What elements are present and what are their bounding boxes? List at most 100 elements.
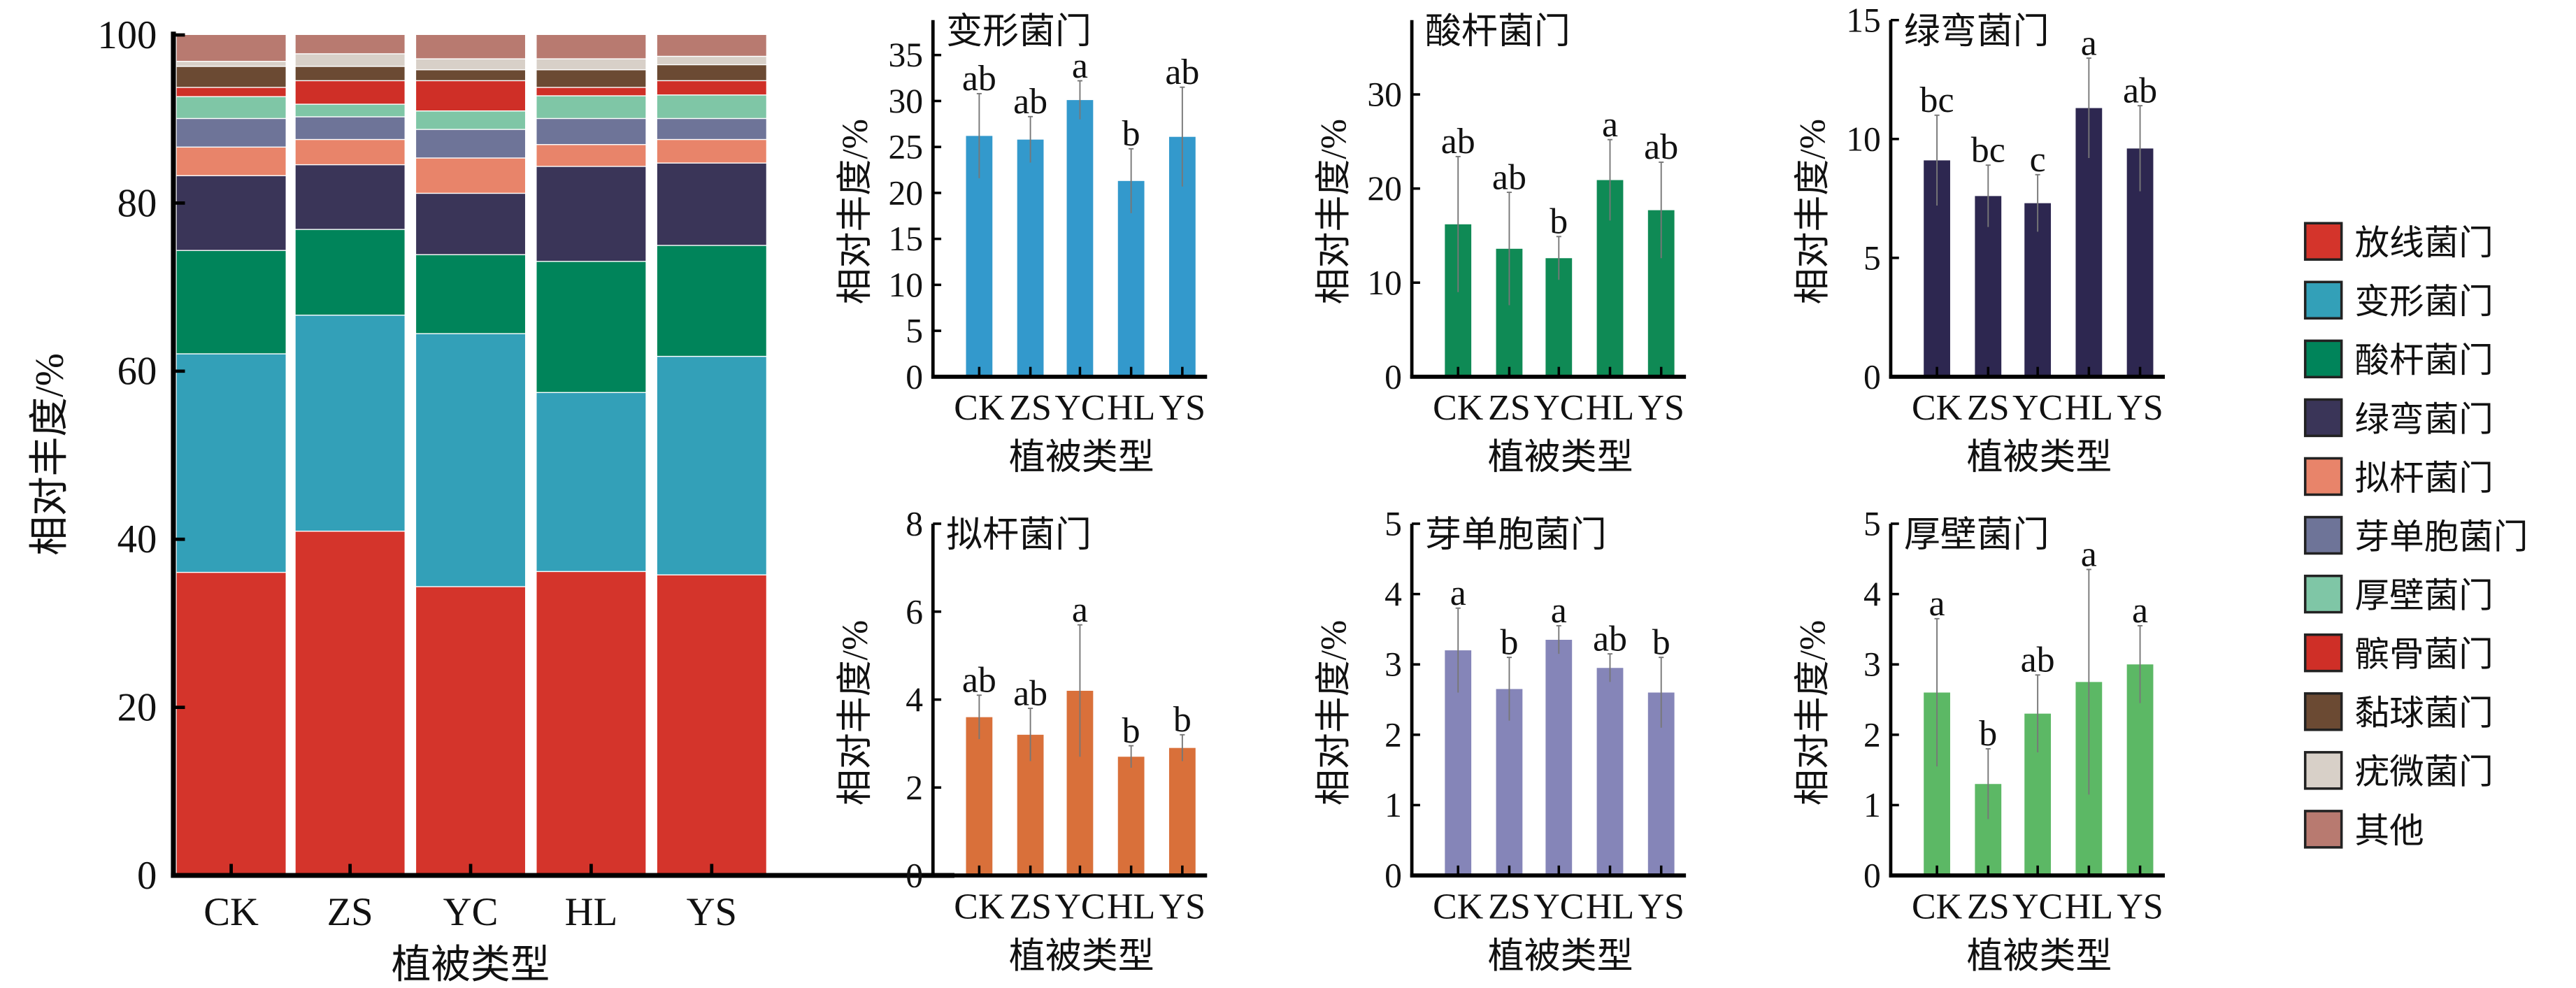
stacked-segment-YS-0 [657,575,766,875]
legend-swatch [2303,751,2343,790]
y-tick-label: 0 [1863,357,1881,396]
significance-letter: ab [1593,619,1627,659]
stacked-segment-HL-5 [536,119,646,145]
y-tick-label: 15 [889,220,924,258]
stacked-segment-YC-5 [416,129,525,158]
y-tick-label: 1 [1384,786,1402,824]
x-tick-label: ZS [327,891,373,934]
legend-label: 绿弯菌门 [2355,400,2493,438]
bar-CK [966,717,993,876]
x-tick-label: YC [443,891,499,934]
chart-title: 绿弯菌门 [1904,11,2049,52]
legend-label: 其他 [2355,812,2424,850]
x-tick-label: HL [1107,887,1155,926]
significance-letter: a [1072,590,1088,630]
stacked-segment-ZS-9 [295,54,405,66]
y-tick-label: 4 [906,680,923,719]
y-tick-label: 8 [906,505,923,543]
stacked-segment-ZS-1 [295,315,405,531]
significance-letter: b [1173,700,1192,740]
bar-ZS [1017,139,1044,377]
significance-letter: ab [1644,127,1678,167]
x-tick-label: HL [1586,388,1634,428]
stacked-segment-CK-10 [176,34,286,62]
y-tick-label: 2 [1863,715,1881,754]
x-tick-label: HL [1107,388,1155,428]
chart-title: 芽单胞菌门 [1425,515,1607,555]
stacked-segment-YS-2 [657,245,766,356]
stacked-segment-ZS-4 [295,140,405,164]
stacked-segment-CK-0 [176,573,286,875]
stacked-segment-HL-10 [536,34,646,59]
stacked-segment-YS-4 [657,140,766,163]
stacked-segment-YC-9 [416,59,525,70]
y-tick-label: 0 [137,854,157,898]
significance-letter: a [1072,46,1088,86]
x-tick-label: ZS [1488,388,1531,428]
y-tick-label: 5 [906,312,923,350]
x-tick-label: CK [954,388,1004,428]
stacked-segment-HL-1 [536,393,646,571]
y-tick-label: 20 [1367,169,1402,208]
stacked-segment-CK-1 [176,354,286,572]
y-tick-label: 6 [906,592,923,631]
y-tick-label: 35 [889,36,924,74]
x-tick-label: YS [2117,388,2163,428]
legend-label: 酸杆菌门 [2355,341,2493,380]
x-tick-label: HL [565,891,618,934]
legend-label: 变形菌门 [2355,282,2493,321]
stacked-segment-YS-8 [657,65,766,80]
x-axis-label: 植被类型 [1009,438,1154,478]
significance-letter: a [2132,591,2148,631]
stacked-segment-YC-10 [416,34,525,59]
y-tick-label: 4 [1384,575,1402,613]
stacked-segment-YS-6 [657,95,766,118]
legend-label: 黏球菌门 [2355,694,2493,733]
stacked-segment-YS-9 [657,57,766,64]
significance-letter: ab [1441,122,1475,162]
legend-label: 厚壁菌门 [2355,577,2493,615]
significance-letter: bc [1971,130,2005,170]
y-tick-label: 0 [1863,857,1881,895]
x-tick-label: HL [2065,388,2113,428]
y-tick-label: 0 [906,357,923,396]
stacked-segment-CK-5 [176,119,286,147]
significance-letter: c [2030,140,2046,180]
y-tick-label: 30 [1367,76,1402,114]
legend-swatch [2303,339,2343,379]
significance-letter: b [1122,711,1140,751]
x-tick-label: YC [1533,388,1584,428]
bar-HL [1596,668,1624,876]
stacked-segment-CK-3 [176,176,286,250]
x-tick-label: YC [2012,887,2063,926]
stacked-segment-CK-6 [176,96,286,118]
y-tick-label: 15 [1846,1,1881,39]
y-tick-label: 5 [1863,238,1881,277]
legend-swatch [2303,810,2343,849]
y-tick-label: 5 [1863,505,1881,543]
stacked-segment-ZS-7 [295,81,405,104]
stacked-segment-YC-8 [416,70,525,80]
x-axis-label: 植被类型 [1967,438,2112,478]
y-axis-label: 相对丰度/% [29,353,72,556]
y-tick-label: 40 [117,518,157,561]
stacked-segment-HL-3 [536,166,646,262]
bar-HL [1117,180,1145,377]
significance-letter: ab [1165,52,1199,92]
x-tick-label: YC [2012,388,2063,428]
stacked-segment-CK-2 [176,250,286,354]
legend: 放线菌门变形菌门酸杆菌门绿弯菌门拟杆菌门芽单胞菌门厚壁菌门髌骨菌门黏球菌门疣微菌… [2303,222,2528,850]
y-tick-label: 0 [1384,357,1402,396]
stacked-segment-HL-2 [536,262,646,392]
y-tick-label: 2 [906,768,923,807]
significance-letter: b [1652,622,1670,662]
y-tick-label: 80 [117,182,157,225]
stacked-segment-YS-10 [657,34,766,56]
x-tick-label: ZS [1967,887,2010,926]
y-axis-label: 相对丰度/% [1315,620,1354,806]
y-tick-label: 10 [1846,120,1881,158]
significance-letter: ab [962,59,996,99]
y-axis-label: 相对丰度/% [1794,119,1833,304]
